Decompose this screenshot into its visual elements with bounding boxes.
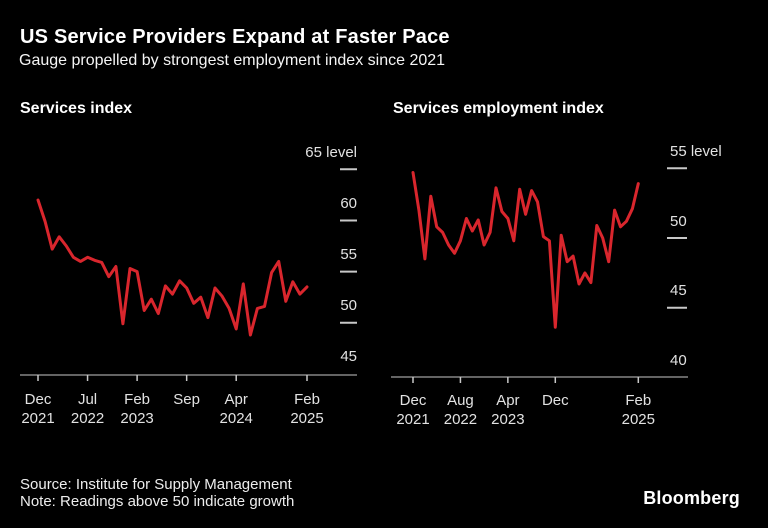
- source-text: Source: Institute for Supply Management: [20, 476, 292, 493]
- x-tick-label-services-index: Feb 2025: [290, 391, 324, 427]
- page-title: US Service Providers Expand at Faster Pa…: [20, 26, 450, 48]
- chart-title-services-employment-index: Services employment index: [393, 100, 604, 117]
- y-tick-label-services-employment-index: 50: [670, 212, 687, 230]
- y-tick-label-services-index: 45: [340, 348, 357, 366]
- line-series-services-employment-index: [411, 171, 640, 329]
- y-tick-label-services-index: 55: [340, 246, 357, 264]
- chart-title-services-index: Services index: [20, 100, 133, 117]
- note-text: Note: Readings above 50 indicate growth: [20, 493, 295, 510]
- line-series-services-index: [36, 198, 309, 337]
- y-tick-label-services-index: 65 level: [305, 143, 357, 161]
- x-tick-label-services-employment-index: Apr 2023: [491, 392, 525, 428]
- y-tick-label-services-employment-index: 40: [670, 351, 687, 369]
- x-tick-label-services-index: Feb 2023: [120, 391, 154, 427]
- x-tick-label-services-index: Dec 2021: [21, 391, 55, 427]
- x-tick-label-services-index: Sep: [173, 391, 201, 408]
- bloomberg-logo: Bloomberg: [643, 488, 740, 508]
- x-tick-label-services-employment-index: Aug 2022: [443, 392, 478, 428]
- x-tick-label-services-employment-index: Dec 2021: [396, 392, 430, 428]
- x-tick-label-services-employment-index: Dec: [541, 392, 569, 409]
- y-tick-label-services-index: 50: [340, 297, 357, 315]
- x-tick-label-services-employment-index: Feb 2025: [621, 392, 655, 428]
- y-tick-label-services-index: 60: [340, 194, 357, 212]
- page-subtitle: Gauge propelled by strongest employment …: [19, 52, 446, 69]
- y-tick-label-services-employment-index: 45: [670, 282, 687, 300]
- x-tick-label-services-index: Apr 2024: [219, 391, 253, 427]
- y-tick-label-services-employment-index: 55 level: [670, 142, 722, 160]
- x-tick-label-services-index: Jul 2022: [70, 391, 105, 427]
